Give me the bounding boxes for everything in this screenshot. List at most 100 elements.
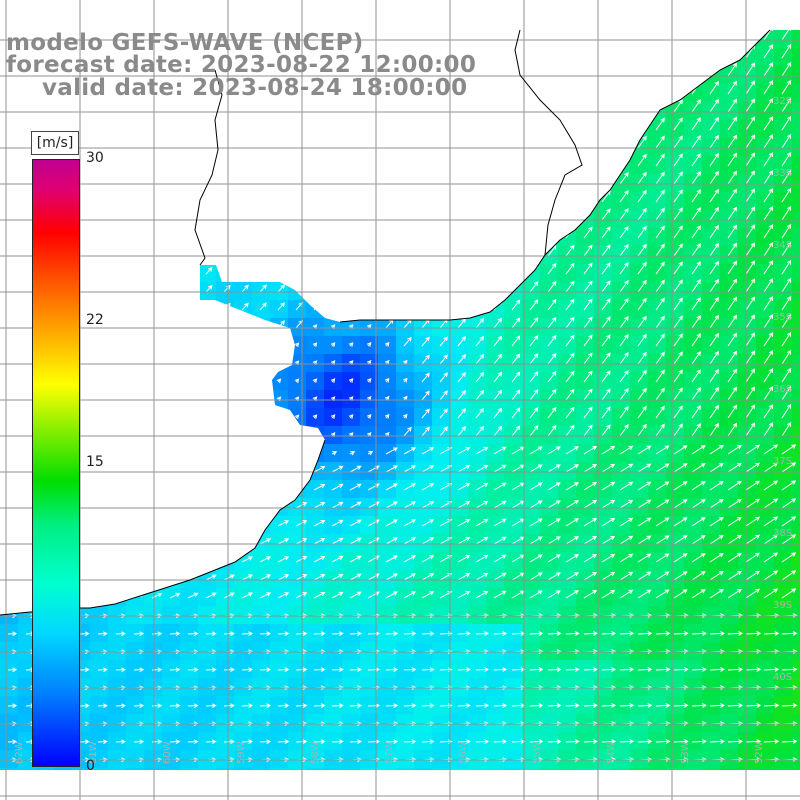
wind-speed-cell — [792, 480, 800, 498]
wind-arrow — [115, 33, 122, 41]
wind-arrow — [313, 175, 322, 185]
wind-speed-cell — [234, 606, 252, 624]
wind-arrow — [547, 334, 557, 347]
wind-arrow — [691, 63, 701, 77]
wind-arrow — [529, 317, 539, 329]
wind-speed-cell — [720, 714, 738, 732]
wind-speed-cell — [576, 606, 594, 624]
wind-arrow — [241, 631, 254, 637]
wind-arrow — [619, 445, 634, 455]
wind-arrow — [727, 80, 738, 95]
wind-arrow — [259, 538, 272, 545]
wind-arrow — [295, 667, 308, 672]
wind-arrow — [133, 87, 141, 95]
wind-speed-cell — [288, 624, 306, 642]
wind-arrow — [169, 321, 177, 329]
wind-arrow — [259, 86, 267, 95]
wind-speed-cell — [576, 732, 594, 750]
wind-arrow — [637, 739, 653, 744]
wind-arrow — [727, 588, 742, 599]
wind-speed-cell — [18, 714, 36, 732]
wind-arrow — [133, 631, 145, 637]
wind-arrow — [493, 83, 503, 95]
wind-arrow — [97, 631, 108, 637]
wind-arrow — [637, 571, 652, 581]
wind-speed-cell — [378, 642, 396, 660]
wind-arrow — [133, 703, 145, 709]
wind-arrow — [475, 518, 489, 527]
wind-arrow — [421, 210, 430, 221]
wind-arrow — [25, 88, 32, 95]
wind-speed-cell — [342, 624, 360, 642]
wind-arrow — [7, 35, 14, 41]
wind-arrow — [781, 739, 798, 744]
wind-speed-cell — [792, 588, 800, 606]
wind-arrow — [384, 377, 390, 383]
wind-speed-cell — [738, 732, 756, 750]
wind-arrow — [763, 631, 780, 636]
wind-arrow — [511, 389, 521, 401]
wind-arrow — [601, 703, 617, 708]
wind-speed-cell — [630, 714, 648, 732]
wind-arrow — [493, 703, 508, 708]
wind-arrow — [727, 62, 738, 77]
wind-arrow — [313, 49, 322, 59]
wind-arrow — [259, 338, 267, 347]
wind-arrow — [169, 141, 177, 149]
wind-arrow — [673, 423, 683, 437]
wind-arrow — [349, 667, 362, 672]
wind-arrow — [403, 631, 417, 636]
wind-arrow — [277, 50, 286, 59]
wind-arrow — [241, 68, 249, 77]
wind-arrow — [727, 534, 742, 545]
wind-arrow — [97, 575, 108, 581]
wind-speed-cell — [216, 660, 234, 678]
wind-arrow — [403, 447, 417, 455]
wind-arrow — [7, 161, 14, 167]
wind-arrow — [402, 395, 408, 401]
wind-arrow — [457, 102, 467, 113]
wind-arrow — [259, 592, 272, 599]
wind-arrow — [169, 667, 181, 673]
wind-arrow — [637, 463, 652, 473]
wind-arrow — [457, 631, 471, 636]
wind-speed-cell — [216, 606, 234, 624]
wind-speed-cell — [468, 642, 486, 660]
wind-arrow — [439, 372, 448, 383]
wind-arrow — [583, 136, 593, 149]
wind-arrow — [565, 82, 575, 95]
wind-speed-cell — [576, 750, 594, 768]
wind-arrow — [691, 589, 706, 599]
wind-arrow — [169, 177, 177, 185]
wind-arrow — [312, 414, 318, 420]
wind-speed-cell — [360, 606, 378, 624]
wind-arrow — [601, 388, 611, 401]
wind-arrow — [763, 667, 780, 672]
wind-arrow — [223, 538, 235, 545]
wind-arrow — [7, 539, 18, 545]
wind-arrow — [43, 106, 50, 113]
wind-arrow — [475, 209, 485, 221]
wind-speed-cell — [630, 696, 648, 714]
wind-arrow — [133, 484, 145, 491]
wind-arrow — [763, 368, 774, 383]
wind-arrow — [439, 120, 448, 131]
wind-arrow — [25, 214, 32, 221]
wind-arrow — [223, 320, 231, 329]
wind-arrow — [349, 451, 356, 456]
wind-arrow — [313, 67, 322, 77]
wind-arrow — [763, 444, 779, 455]
wind-arrow — [7, 323, 14, 329]
wind-arrow — [169, 159, 177, 167]
wind-arrow — [277, 248, 286, 257]
wind-arrow — [565, 424, 575, 437]
wind-arrow — [511, 119, 521, 131]
wind-arrow — [709, 134, 719, 149]
wind-arrow — [709, 422, 719, 437]
wind-arrow — [115, 539, 127, 545]
wind-arrow — [187, 484, 199, 491]
wind-arrow — [547, 280, 557, 293]
wind-arrow — [673, 739, 689, 744]
